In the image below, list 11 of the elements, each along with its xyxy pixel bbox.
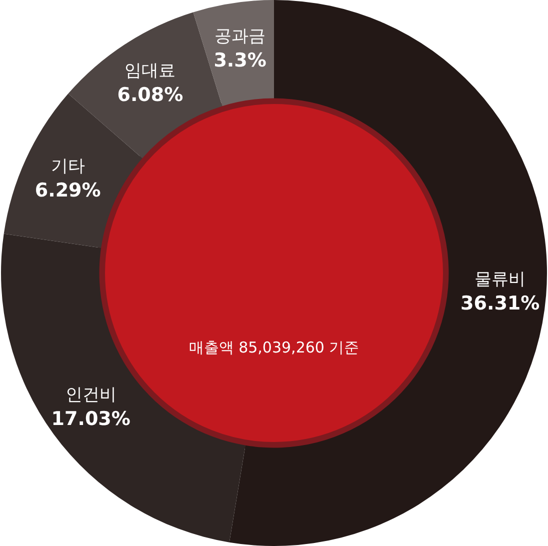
- slice-label: 인건비: [65, 384, 116, 405]
- slice-label: 공과금: [214, 26, 266, 47]
- data-label: 6.29%: [34, 179, 101, 202]
- slice-label: 물류비: [474, 270, 526, 290]
- slice-label: 기타: [50, 156, 85, 176]
- text: 매출액 85,039,260 기준: [188, 338, 360, 356]
- data-label: 17.03%: [51, 408, 130, 430]
- data-label: 36.31%: [460, 292, 540, 315]
- data-label: 3.3%: [214, 50, 266, 72]
- slice-label: 임대료: [124, 60, 176, 81]
- data-label: 6.08%: [117, 84, 184, 106]
